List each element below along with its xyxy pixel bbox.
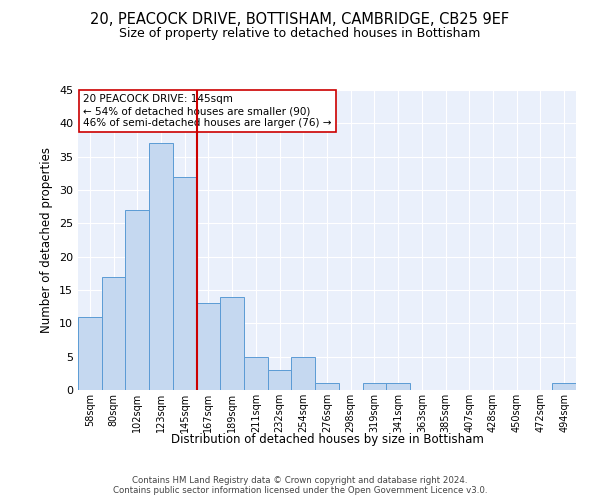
Bar <box>125 210 149 390</box>
Text: Distribution of detached houses by size in Bottisham: Distribution of detached houses by size … <box>170 432 484 446</box>
Bar <box>315 384 339 390</box>
Text: 20, PEACOCK DRIVE, BOTTISHAM, CAMBRIDGE, CB25 9EF: 20, PEACOCK DRIVE, BOTTISHAM, CAMBRIDGE,… <box>91 12 509 28</box>
Bar <box>268 370 292 390</box>
Bar <box>386 384 410 390</box>
Bar <box>173 176 197 390</box>
Bar <box>220 296 244 390</box>
Bar <box>552 384 576 390</box>
Text: 20 PEACOCK DRIVE: 145sqm
← 54% of detached houses are smaller (90)
46% of semi-d: 20 PEACOCK DRIVE: 145sqm ← 54% of detach… <box>83 94 331 128</box>
Bar <box>197 304 220 390</box>
Bar <box>149 144 173 390</box>
Bar <box>292 356 315 390</box>
Text: Size of property relative to detached houses in Bottisham: Size of property relative to detached ho… <box>119 28 481 40</box>
Bar <box>78 316 102 390</box>
Bar <box>362 384 386 390</box>
Text: Contains HM Land Registry data © Crown copyright and database right 2024.
Contai: Contains HM Land Registry data © Crown c… <box>113 476 487 495</box>
Bar <box>102 276 125 390</box>
Y-axis label: Number of detached properties: Number of detached properties <box>40 147 53 333</box>
Bar <box>244 356 268 390</box>
